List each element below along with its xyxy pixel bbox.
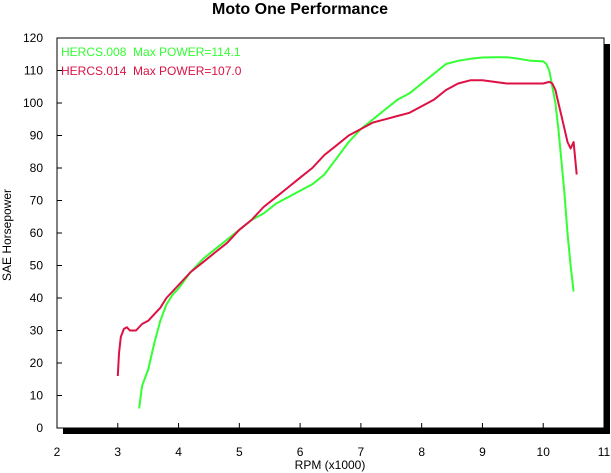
y-tick-label: 0 (36, 421, 43, 435)
series-line-2 (116, 79, 578, 377)
plot-area (56, 37, 605, 429)
x-tick-label: 6 (297, 445, 304, 459)
x-tick-label: 9 (479, 445, 486, 459)
y-axis-title: SAE Horsepower (0, 189, 14, 281)
y-axis: 0 10 20 30 40 50 60 70 80 90 100 110 120 (23, 31, 62, 435)
plot-shadow-bottom (63, 428, 610, 434)
y-tick-label: 40 (30, 291, 44, 305)
plot-shadow-right (604, 44, 610, 434)
legend-entry-2: HERCS.014 Max POWER=107.0 (61, 64, 242, 78)
y-tick-label: 70 (30, 194, 44, 208)
y-tick-label: 120 (23, 31, 43, 45)
x-tick-label: 2 (54, 445, 61, 459)
x-tick-label: 5 (236, 445, 243, 459)
chart-title: Moto One Performance (212, 1, 388, 18)
y-tick-label: 60 (30, 226, 44, 240)
y-tick-label: 10 (30, 389, 44, 403)
y-tick-label: 100 (23, 96, 43, 110)
x-tick-label: 10 (537, 445, 551, 459)
x-axis-title: RPM (x1000) (295, 458, 366, 472)
y-tick-label: 50 (30, 259, 44, 273)
legend: HERCS.008 Max POWER=114.1 HERCS.014 Max P… (61, 45, 242, 78)
y-tick-label: 110 (24, 64, 43, 78)
y-tick-label: 90 (30, 129, 44, 143)
x-tick-label: 7 (358, 445, 365, 459)
legend-entry-1: HERCS.008 Max POWER=114.1 (61, 45, 241, 59)
x-tick-label: 11 (598, 445, 611, 459)
y-tick-label: 20 (30, 356, 44, 370)
x-tick-label: 8 (418, 445, 425, 459)
y-tick-label: 30 (30, 324, 44, 338)
x-tick-label: 3 (114, 445, 121, 459)
x-axis: 2 3 4 5 6 7 8 9 10 11 (54, 423, 611, 459)
y-tick-label: 80 (30, 161, 44, 175)
x-tick-label: 4 (175, 445, 182, 459)
